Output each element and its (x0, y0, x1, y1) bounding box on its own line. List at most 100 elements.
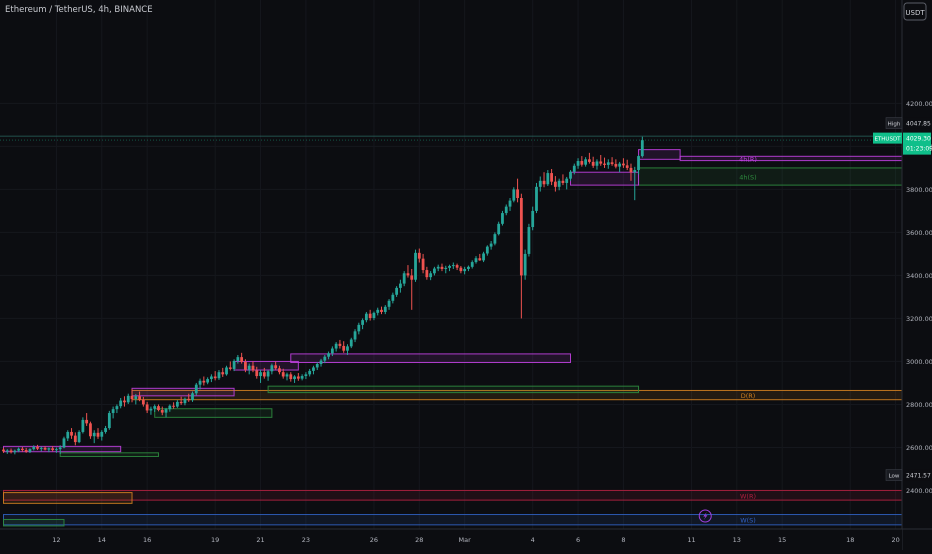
candle-body (357, 324, 361, 332)
candle (153, 404, 157, 412)
price-axis[interactable]: 4200.004000.003800.003600.003400.003200.… (873, 0, 932, 550)
candle (255, 366, 259, 379)
candle-body (595, 161, 599, 166)
candle (123, 396, 126, 407)
price-tick-label: 3600.00 (906, 229, 932, 237)
candle-body (100, 431, 104, 437)
candle (455, 263, 459, 271)
candle (482, 251, 485, 263)
lightning-glyph (703, 512, 708, 520)
candle-body (104, 428, 107, 432)
countdown-label: 01:23:09 (906, 146, 932, 153)
candle-body (39, 447, 43, 449)
low-tag-box (885, 469, 903, 481)
candle (225, 365, 228, 376)
candle-body (640, 140, 644, 157)
candle-body (459, 267, 463, 272)
time-tick-label: 12 (52, 536, 60, 544)
candle-body (138, 396, 141, 400)
candle-body (523, 253, 527, 276)
candle-body (13, 450, 17, 453)
candle (346, 344, 349, 355)
lightning-icon[interactable] (698, 509, 712, 523)
candle-body (164, 409, 168, 413)
candle-body (179, 401, 183, 404)
candle (614, 159, 618, 169)
candle-body (338, 343, 342, 346)
candle-body (448, 265, 451, 268)
candle (395, 286, 399, 297)
zone-box (267, 385, 640, 394)
time-tick-label: 8 (621, 536, 625, 544)
candle-body (111, 409, 115, 414)
time-axis[interactable]: 12 14 16 19 21 23 26 28 Mar 4 6 8 11 13 15 18 20 (0, 528, 932, 550)
candle-body (221, 372, 225, 375)
candle (70, 428, 73, 439)
candle-body (561, 180, 565, 183)
candle (349, 337, 353, 349)
zone-box (3, 489, 903, 501)
candle (637, 155, 640, 175)
price-tick-label: 2400.00 (906, 487, 932, 495)
candle-body (51, 448, 55, 451)
candle (228, 361, 232, 371)
candle (569, 170, 572, 181)
candle (104, 425, 107, 434)
price-tick-label: 3800.00 (906, 186, 932, 194)
candle-body (531, 210, 535, 228)
candle (259, 370, 262, 383)
zone-box (3, 514, 903, 526)
candle (338, 339, 342, 349)
candle (236, 354, 240, 364)
candle-body (603, 163, 606, 165)
current-symbol-box (873, 132, 902, 144)
candle-body (285, 374, 289, 377)
candle-body (395, 287, 399, 295)
time-tick-label: 23 (302, 536, 310, 544)
candle-body (489, 243, 493, 247)
candle-body (123, 400, 126, 403)
currency-button[interactable]: USDT (903, 2, 927, 21)
time-tick-label: 26 (370, 536, 378, 544)
candle-body (538, 180, 542, 187)
candle-body (119, 400, 123, 407)
candle-body (168, 405, 172, 410)
candle-body (236, 357, 240, 362)
candle (77, 430, 81, 444)
time-tick-label: 16 (143, 536, 151, 544)
candle-body (134, 396, 138, 400)
candle (561, 174, 565, 186)
zone-box (154, 408, 273, 418)
candle-body (293, 376, 296, 380)
candle-body (399, 283, 402, 288)
candle-body (349, 339, 353, 347)
candle-body (557, 180, 561, 187)
candle (565, 176, 569, 190)
candle (58, 445, 62, 454)
time-tick-label: 19 (211, 536, 219, 544)
zone-label: D(R) (741, 392, 756, 400)
candle (342, 341, 346, 353)
candle-body (9, 450, 13, 453)
candle-body (402, 273, 406, 284)
candle (489, 241, 493, 250)
candle (247, 363, 251, 375)
price-tick-label: 2600.00 (906, 444, 932, 452)
candle (557, 178, 561, 191)
current-value-label: 4029.30 (906, 135, 931, 142)
candle (43, 446, 47, 451)
candle (149, 406, 153, 415)
candle (289, 372, 293, 382)
zone-box (131, 387, 235, 397)
candle-body (240, 357, 244, 362)
candle-body (569, 171, 572, 179)
candle-body (376, 309, 380, 313)
low-value-label: 2471.57 (906, 472, 931, 479)
symbol-title: Ethereum / TetherUS, 4h, BINANCE (5, 5, 153, 15)
candle-body (553, 181, 557, 187)
candle-body (451, 265, 455, 267)
candle-body (387, 300, 391, 307)
candle (610, 157, 614, 166)
